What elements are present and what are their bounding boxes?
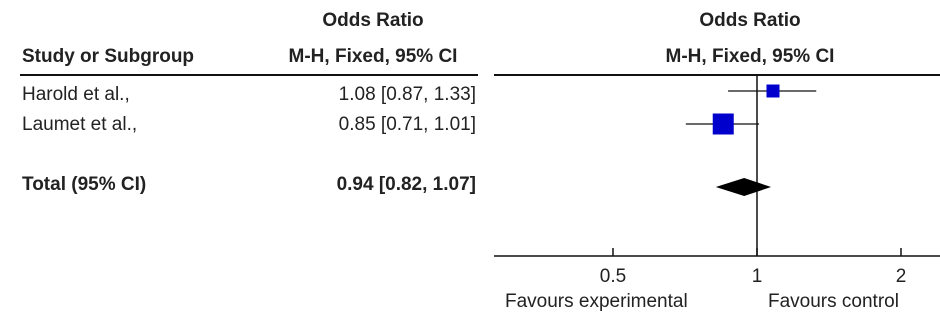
study-ci: 0.85 [0.71, 1.01] — [338, 114, 476, 135]
or-column-title: Odds Ratio — [322, 10, 424, 31]
favours-experimental-label: Favours experimental — [505, 291, 688, 312]
study-name: Laumet et al., — [22, 114, 138, 135]
pooled-estimate-diamond — [715, 178, 772, 196]
x-axis-tick-label: 1 — [752, 266, 763, 287]
plot-header-rule — [494, 74, 940, 76]
table-header-rule — [20, 74, 478, 76]
total-ci: 0.94 [0.82, 1.07] — [336, 174, 476, 195]
study-name: Harold et al., — [22, 84, 130, 105]
study-point-estimate — [712, 113, 734, 135]
plot-method: M-H, Fixed, 95% CI — [665, 46, 835, 67]
favours-control-label: Favours control — [768, 291, 899, 312]
study-column-header: Study or Subgroup — [22, 46, 195, 67]
plot-title: Odds Ratio — [699, 10, 801, 31]
or-column-method: M-H, Fixed, 95% CI — [288, 46, 458, 67]
total-label: Total (95% CI) — [22, 174, 147, 195]
x-axis-tick-label: 2 — [896, 266, 907, 287]
x-axis-tick-label: 0.5 — [600, 266, 626, 287]
study-ci: 1.08 [0.87, 1.33] — [338, 84, 476, 105]
study-point-estimate — [766, 84, 780, 98]
